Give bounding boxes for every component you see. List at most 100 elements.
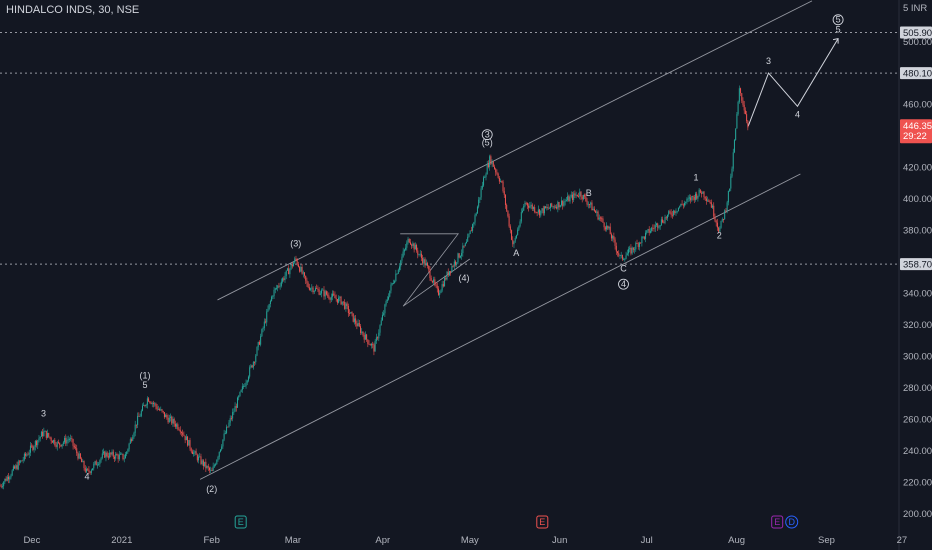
candle-body	[608, 226, 610, 229]
candle-body	[472, 224, 474, 231]
earnings-marker[interactable]	[536, 515, 549, 529]
level-tag[interactable]	[900, 258, 932, 271]
candle-body	[22, 459, 24, 461]
candle-body	[591, 202, 593, 211]
candle-body	[457, 253, 459, 263]
candle-body	[123, 458, 125, 460]
candle-body	[726, 202, 728, 211]
candle-body	[282, 278, 284, 282]
candle-body	[314, 288, 316, 291]
candle-body	[48, 433, 50, 437]
candle-body	[105, 452, 107, 458]
wave-label: 4	[84, 471, 89, 481]
current-price-tag[interactable]	[900, 119, 932, 144]
candle-body	[479, 197, 481, 200]
candle-body	[571, 194, 573, 200]
candle-body	[16, 465, 18, 470]
wave-circle-label: 5	[836, 15, 841, 25]
candle-body	[722, 219, 724, 220]
candle-body	[316, 288, 318, 289]
candle-body	[642, 236, 644, 238]
wave-label: A	[513, 248, 519, 258]
candle-body	[450, 271, 452, 272]
candle-body	[160, 409, 162, 411]
candle-body	[475, 213, 477, 216]
candle-body	[418, 254, 420, 255]
candle-body	[173, 419, 175, 424]
candle-body	[222, 439, 224, 447]
candle-body	[167, 417, 169, 423]
candle-body	[291, 264, 293, 267]
candle-body	[634, 249, 636, 251]
candle-body	[217, 456, 219, 460]
candle-body	[666, 214, 668, 219]
level-tag-label: 358.70	[903, 260, 932, 271]
candle-body	[512, 239, 514, 245]
candle-body	[573, 193, 575, 200]
y-tick-label: 320.00	[903, 320, 932, 331]
x-tick-label: 2021	[111, 535, 132, 546]
candle-body	[478, 199, 480, 207]
candle-body	[336, 299, 338, 303]
triangle-drawing	[400, 233, 471, 307]
earnings-marker[interactable]	[234, 515, 247, 529]
candle-body	[286, 268, 288, 271]
candle-body	[151, 402, 153, 404]
candle-body	[640, 242, 642, 244]
y-tick-label: 400.00	[903, 194, 932, 205]
candle-body	[511, 230, 513, 240]
candle-body	[580, 191, 582, 197]
candle-body	[245, 382, 247, 387]
candle-body	[199, 456, 201, 458]
candle-body	[247, 376, 249, 381]
candle-body	[140, 410, 142, 417]
candle-body	[685, 201, 687, 204]
level-tag[interactable]	[900, 67, 932, 80]
candle-body	[246, 380, 248, 383]
candle-body	[163, 412, 165, 418]
candle-body	[682, 204, 684, 206]
candle-body	[637, 243, 639, 247]
candle-body	[643, 236, 645, 239]
dividend-marker[interactable]	[785, 515, 799, 529]
candle-body	[159, 409, 161, 411]
candle-body	[111, 451, 113, 455]
candle-body	[646, 230, 648, 233]
candle-body	[351, 312, 353, 314]
candle-body	[575, 194, 577, 196]
candle-body	[388, 296, 390, 300]
candle-body	[496, 172, 498, 174]
symbol-title[interactable]: HINDALCO INDS, 30, NSE	[6, 4, 140, 16]
candle-body	[409, 242, 411, 245]
candle-body	[411, 244, 413, 246]
candle-body	[664, 217, 666, 223]
price-axis[interactable]: 200.00 220.00 240.00 260.00 280.00 300.00 320.…	[898, 0, 932, 550]
candle-body	[317, 288, 319, 290]
candle-body	[333, 293, 335, 296]
candle-body	[81, 458, 83, 463]
candle-body	[206, 465, 208, 469]
wave-label: (4)	[459, 273, 470, 283]
candle-body	[730, 176, 732, 189]
candle-body	[414, 245, 416, 250]
candle-body	[364, 334, 366, 340]
candle-body	[230, 418, 232, 419]
candle-body	[94, 461, 96, 464]
candle-body	[589, 204, 591, 206]
candle-body	[205, 461, 207, 469]
candle-body	[598, 217, 600, 220]
candle-body	[20, 460, 22, 463]
earnings-marker[interactable]	[771, 515, 784, 529]
x-tick-label: Jul	[641, 535, 653, 546]
time-axis[interactable]: Dec 2021 Feb Mar Apr May Jun Jul Aug Sep 27	[23, 535, 907, 546]
level-tag[interactable]	[900, 26, 932, 39]
candle-body	[736, 114, 738, 129]
candle-body	[92, 468, 94, 471]
candle-body	[448, 271, 450, 276]
wave-circle	[618, 278, 629, 290]
candle-body	[106, 452, 108, 457]
candle-body	[347, 305, 349, 314]
candle-body	[116, 454, 118, 456]
